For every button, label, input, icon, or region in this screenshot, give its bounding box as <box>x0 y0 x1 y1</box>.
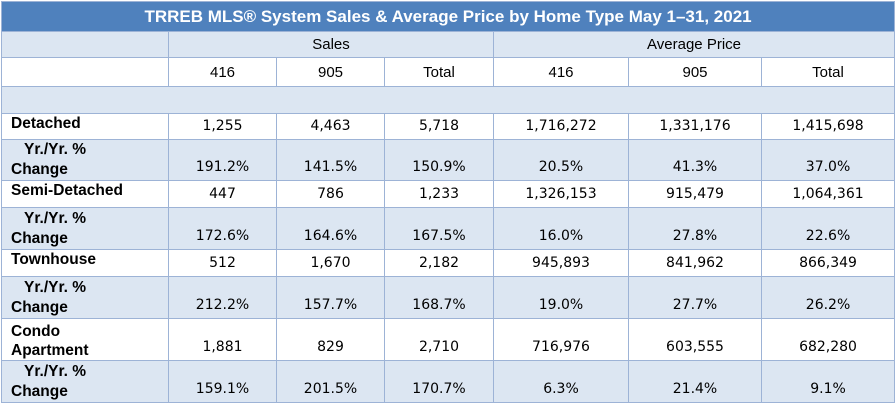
column-header: Total <box>384 57 494 87</box>
table-cell: 9.1% <box>760 360 895 403</box>
table-cell: 945,893 <box>493 249 629 277</box>
table-cell: 603,555 <box>628 318 762 361</box>
table-cell: 1,233 <box>384 180 494 208</box>
spacer-row <box>0 86 895 114</box>
table-cell: 212.2% <box>168 276 277 319</box>
table-cell: 866,349 <box>760 249 895 277</box>
table-cell: 157.7% <box>276 276 385 319</box>
table-cell: 682,280 <box>760 318 895 361</box>
table-cell: 27.8% <box>628 207 762 250</box>
row-label: Yr./Yr. % Change <box>1 276 169 319</box>
subheader-corner-cell <box>1 57 169 87</box>
avg-price-group-header: Average Price <box>492 31 895 58</box>
table-row: Yr./Yr. % Change 172.6% 164.6% 167.5% 16… <box>1 207 895 250</box>
table-row: Yr./Yr. % Change 191.2% 141.5% 150.9% 20… <box>1 139 895 181</box>
table-cell: 20.5% <box>493 139 629 181</box>
row-label: Yr./Yr. % Change <box>1 207 169 250</box>
row-label: Townhouse <box>1 249 169 277</box>
table-cell: 21.4% <box>628 360 762 403</box>
table-cell: 1,881 <box>168 318 277 361</box>
table-cell: 1,716,272 <box>493 113 629 140</box>
table-cell: 141.5% <box>276 139 385 181</box>
table-row: Detached 1,255 4,463 5,718 1,716,272 1,3… <box>1 113 895 140</box>
row-label: Condo Apartment <box>1 318 169 361</box>
column-header: 416 <box>168 57 277 87</box>
table-cell: 915,479 <box>628 180 762 208</box>
table-cell: 191.2% <box>168 139 277 181</box>
table-cell: 841,962 <box>628 249 762 277</box>
table-cell: 19.0% <box>493 276 629 319</box>
table-cell: 1,326,153 <box>493 180 629 208</box>
table-cell: 1,415,698 <box>760 113 895 140</box>
table-cell: 41.3% <box>628 139 762 181</box>
table-cell: 2,710 <box>384 318 494 361</box>
column-header: 416 <box>493 57 629 87</box>
table-cell: 6.3% <box>493 360 629 403</box>
table-cell: 172.6% <box>168 207 277 250</box>
row-label: Detached <box>1 113 169 140</box>
table-cell: 22.6% <box>760 207 895 250</box>
table-cell: 167.5% <box>384 207 494 250</box>
row-label: Yr./Yr. % Change <box>1 360 169 403</box>
table-cell: 16.0% <box>493 207 629 250</box>
table-row: Semi-Detached 447 786 1,233 1,326,153 91… <box>1 180 895 208</box>
table-cell: 170.7% <box>384 360 494 403</box>
table-cell: 1,331,176 <box>628 113 762 140</box>
sales-group-header: Sales <box>168 31 494 58</box>
header-corner-cell <box>1 31 169 58</box>
table-cell: 26.2% <box>760 276 895 319</box>
table-cell: 512 <box>168 249 277 277</box>
table-cell: 201.5% <box>276 360 385 403</box>
table-cell: 2,182 <box>384 249 494 277</box>
column-header: 905 <box>628 57 762 87</box>
table-cell: 829 <box>276 318 385 361</box>
table-cell: 786 <box>276 180 385 208</box>
table-cell: 150.9% <box>384 139 494 181</box>
table-cell: 4,463 <box>276 113 385 140</box>
table-row: Yr./Yr. % Change 159.1% 201.5% 170.7% 6.… <box>1 360 895 403</box>
table-cell: 447 <box>168 180 277 208</box>
table-title: TRREB MLS® System Sales & Average Price … <box>0 1 895 32</box>
table-row: Condo Apartment 1,881 829 2,710 716,976 … <box>1 318 895 361</box>
table-cell: 5,718 <box>384 113 494 140</box>
table-row: Yr./Yr. % Change 212.2% 157.7% 168.7% 19… <box>1 276 895 319</box>
table-cell: 168.7% <box>384 276 494 319</box>
table-cell: 1,670 <box>276 249 385 277</box>
table-cell: 1,255 <box>168 113 277 140</box>
column-header: 905 <box>276 57 385 87</box>
table-row: Townhouse 512 1,670 2,182 945,893 841,96… <box>1 249 895 277</box>
table-cell: 1,064,361 <box>760 180 895 208</box>
column-header: Total <box>760 57 895 87</box>
table-cell: 27.7% <box>628 276 762 319</box>
row-label: Yr./Yr. % Change <box>1 139 169 181</box>
table-cell: 716,976 <box>493 318 629 361</box>
table-cell: 159.1% <box>168 360 277 403</box>
table-cell: 37.0% <box>760 139 895 181</box>
table-cell: 164.6% <box>276 207 385 250</box>
row-label: Semi-Detached <box>1 180 169 208</box>
